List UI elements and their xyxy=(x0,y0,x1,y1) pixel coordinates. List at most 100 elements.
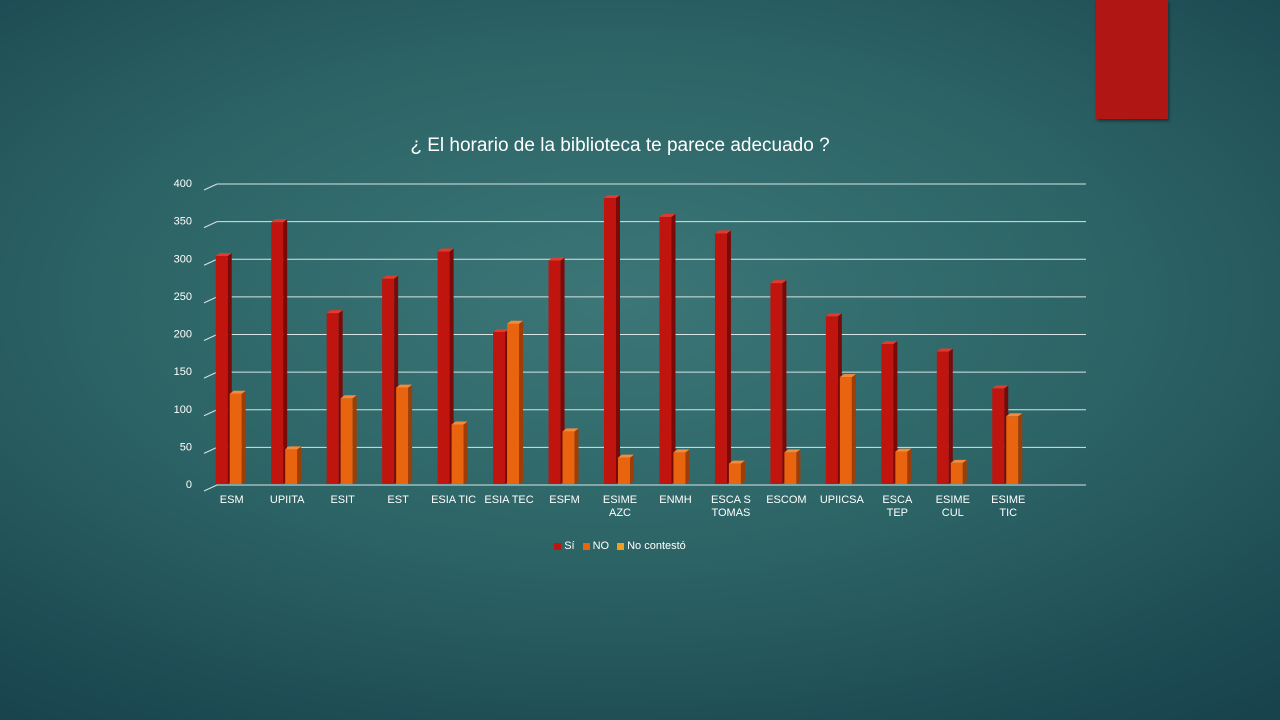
bar-top xyxy=(825,313,842,317)
bar-top xyxy=(562,428,579,432)
bar-front xyxy=(396,387,409,484)
bar-top xyxy=(285,446,302,450)
y-tick-label: 300 xyxy=(174,253,192,265)
bar-top xyxy=(326,310,343,314)
bar-top xyxy=(881,341,898,345)
x-tick-label: ESIT xyxy=(330,494,355,506)
bar-top xyxy=(493,328,510,332)
x-tick-label: TOMAS xyxy=(711,507,750,519)
x-tick-label: UPIITA xyxy=(270,494,305,506)
bar-front xyxy=(493,331,506,484)
y-tick-label: 100 xyxy=(174,404,192,416)
bar-side xyxy=(726,230,731,484)
bar-side xyxy=(962,459,967,484)
bar-side xyxy=(560,257,565,484)
gridline-edge xyxy=(203,484,218,492)
bar-front xyxy=(936,351,949,484)
bar-front xyxy=(285,449,298,484)
chart-legend: Sí NO No contestó xyxy=(0,540,1240,552)
y-tick-label: 50 xyxy=(180,441,192,453)
bar-front xyxy=(437,251,450,484)
x-tick-label: ESFM xyxy=(549,494,580,506)
x-tick-label: ESIME xyxy=(603,494,637,506)
bar-side xyxy=(408,384,413,484)
bar-front xyxy=(618,457,630,484)
bar-top xyxy=(770,280,787,284)
bar-top xyxy=(992,385,1009,389)
bar-side xyxy=(1018,413,1023,484)
x-tick-label: CUL xyxy=(942,507,964,519)
bar-side xyxy=(685,449,690,484)
x-tick-label: ESIME xyxy=(991,494,1025,506)
bar-side xyxy=(297,446,302,484)
bar-front xyxy=(562,431,575,484)
bar-front xyxy=(825,316,838,484)
bar-front xyxy=(1006,416,1019,484)
bar-top xyxy=(229,390,246,394)
y-tick-label: 350 xyxy=(174,216,192,228)
x-tick-label: ESM xyxy=(220,494,244,506)
x-tick-label: TIC xyxy=(999,507,1017,519)
bar-top xyxy=(396,384,413,388)
bar-front xyxy=(382,278,395,484)
accent-block xyxy=(1096,0,1168,119)
gridline-edge xyxy=(203,409,218,417)
bar-front xyxy=(326,313,339,484)
bar-front xyxy=(271,222,284,484)
bar-side xyxy=(851,374,856,484)
bar-front xyxy=(507,323,520,484)
legend-item-si: Sí xyxy=(554,540,575,552)
chart-title: ¿ El horario de la biblioteca te parece … xyxy=(410,135,830,156)
bar-front xyxy=(770,283,783,484)
legend-swatch-si xyxy=(554,542,562,550)
bar-front xyxy=(451,424,464,484)
bar-side xyxy=(671,213,676,485)
gridline-edge xyxy=(203,296,218,304)
y-tick-label: 400 xyxy=(174,178,192,190)
y-tick-label: 150 xyxy=(174,366,192,378)
bar-front xyxy=(881,344,894,484)
bar-front xyxy=(839,377,852,484)
bar-side xyxy=(241,390,246,484)
legend-label-no-contesto: No contestó xyxy=(627,540,686,552)
bar-top xyxy=(673,449,690,453)
bar-top xyxy=(451,421,468,425)
bar-side xyxy=(352,395,357,484)
bar-top xyxy=(618,454,634,458)
bar-top xyxy=(659,213,676,217)
bar-side xyxy=(796,449,801,484)
bar-side xyxy=(782,280,787,484)
y-tick-label: 0 xyxy=(186,479,192,491)
bar-front xyxy=(229,393,242,484)
x-tick-label: TEP xyxy=(887,507,908,519)
bar-top xyxy=(950,459,967,463)
bar-side xyxy=(740,460,745,484)
legend-label-si: Sí xyxy=(564,540,575,552)
bar-side xyxy=(948,348,953,484)
bar-side xyxy=(616,195,620,485)
x-tick-label: ESIME xyxy=(936,494,970,506)
gridline-edge xyxy=(203,446,218,454)
bar-front xyxy=(992,388,1005,484)
legend-swatch-no xyxy=(582,542,590,550)
legend-swatch-no-contesto xyxy=(617,542,625,550)
x-tick-label: ESIA TIC xyxy=(431,494,476,506)
bar-side xyxy=(907,448,912,484)
bar-side xyxy=(630,454,634,484)
bar-top xyxy=(271,219,288,223)
bar-front xyxy=(784,452,797,484)
x-tick-label: UPIICSA xyxy=(820,494,865,506)
bar-top xyxy=(1006,413,1023,417)
x-tick-label: EST xyxy=(387,494,409,506)
bar-top xyxy=(437,248,454,252)
legend-label-no: NO xyxy=(592,540,610,552)
bar-front xyxy=(673,452,686,484)
bar-top xyxy=(728,460,745,464)
bar-top xyxy=(548,257,565,261)
gridline-edge xyxy=(203,371,218,379)
x-tick-label: ENMH xyxy=(659,494,691,506)
bar-top xyxy=(714,230,731,234)
bar-front xyxy=(659,216,672,485)
legend-item-no-contesto: No contestó xyxy=(617,540,686,552)
